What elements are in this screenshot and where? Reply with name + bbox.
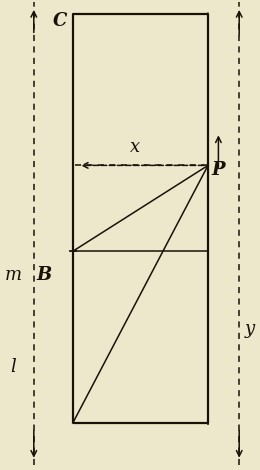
Text: m: m [4,266,22,284]
Text: B: B [37,266,52,284]
Text: y: y [244,320,255,338]
Text: C: C [53,12,67,30]
Text: x: x [130,138,140,156]
Text: P: P [212,161,225,179]
Text: l: l [10,358,16,376]
